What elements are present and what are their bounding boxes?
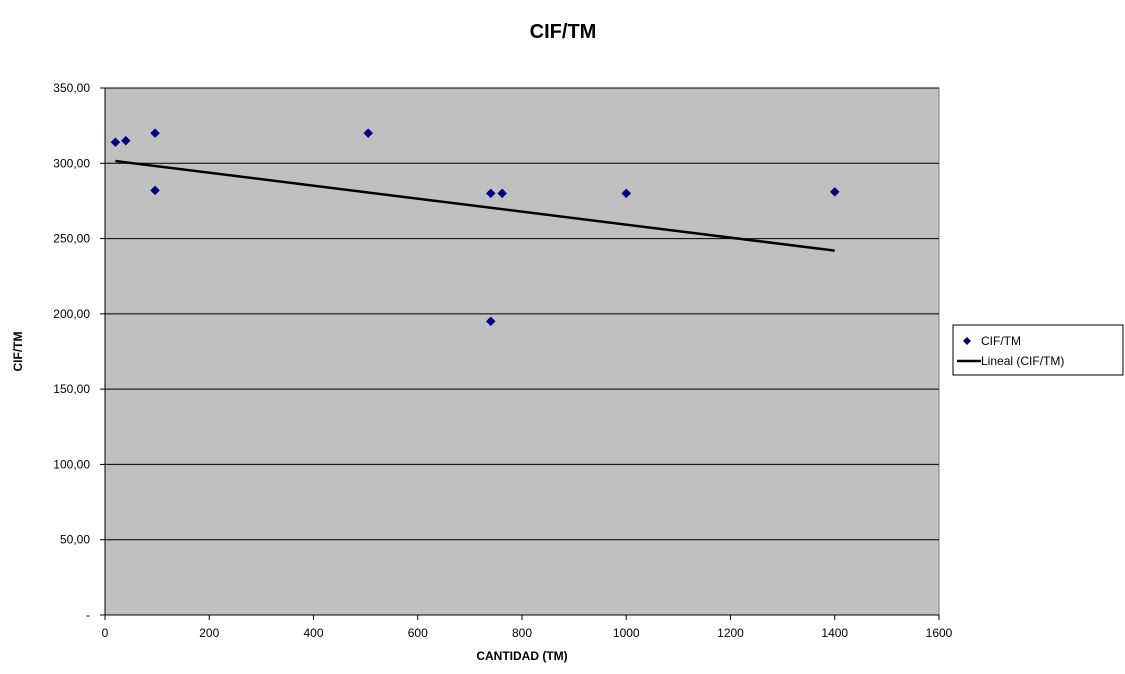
y-tick-label: 200,00: [53, 307, 90, 321]
data-point: [120, 135, 131, 146]
data-point: [363, 128, 374, 139]
y-axis-tick-labels: - 50,00 100,00 150,00 200,00 250,00 300,00 350,…: [53, 81, 105, 622]
chart-title: CIF/TM: [530, 21, 597, 43]
trendline: [115, 159, 835, 252]
data-point: [829, 187, 840, 197]
x-tick-label: 200: [199, 626, 219, 640]
y-tick-label: 300,00: [53, 156, 90, 170]
legend-box: [952, 324, 1124, 376]
y-tick-label: -: [86, 608, 90, 622]
x-tick-label: 1200: [717, 626, 744, 640]
legend-label: CIF/TM: [981, 334, 1021, 348]
y-tick-label: 350,00: [53, 81, 90, 95]
data-point: [110, 137, 121, 148]
legend-marker-diamond: [963, 337, 971, 345]
x-tick-label: 600: [408, 626, 428, 640]
x-tick-label: 1000: [613, 626, 640, 640]
x-tick-label: 1600: [926, 626, 953, 640]
grid-lines: [105, 87, 939, 541]
y-tick-label: 100,00: [53, 457, 90, 471]
legend: CIF/TM Lineal (CIF/TM): [952, 324, 1124, 376]
x-tick-label: 0: [102, 626, 109, 640]
x-tick-label: 400: [303, 626, 323, 640]
data-point: [485, 316, 496, 327]
y-tick-label: 250,00: [53, 232, 90, 246]
data-point: [485, 188, 496, 199]
data-series: [110, 128, 840, 327]
x-tick-label: 1400: [821, 626, 848, 640]
data-point: [150, 128, 160, 139]
x-axis-title: CANTIDAD (TM): [476, 649, 567, 663]
data-point: [497, 188, 508, 199]
data-point: [150, 185, 160, 196]
x-tick-label: 800: [512, 626, 532, 640]
plot-area: [104, 87, 940, 616]
y-axis-title: CIF/TM: [11, 332, 25, 372]
data-point: [621, 188, 632, 199]
y-tick-label: 150,00: [53, 382, 90, 396]
x-axis-tick-labels: 0 200 400 600 800 1000 1200 1400 1600: [102, 615, 953, 640]
y-tick-label: 50,00: [60, 533, 90, 547]
legend-label: Lineal (CIF/TM): [981, 354, 1064, 368]
